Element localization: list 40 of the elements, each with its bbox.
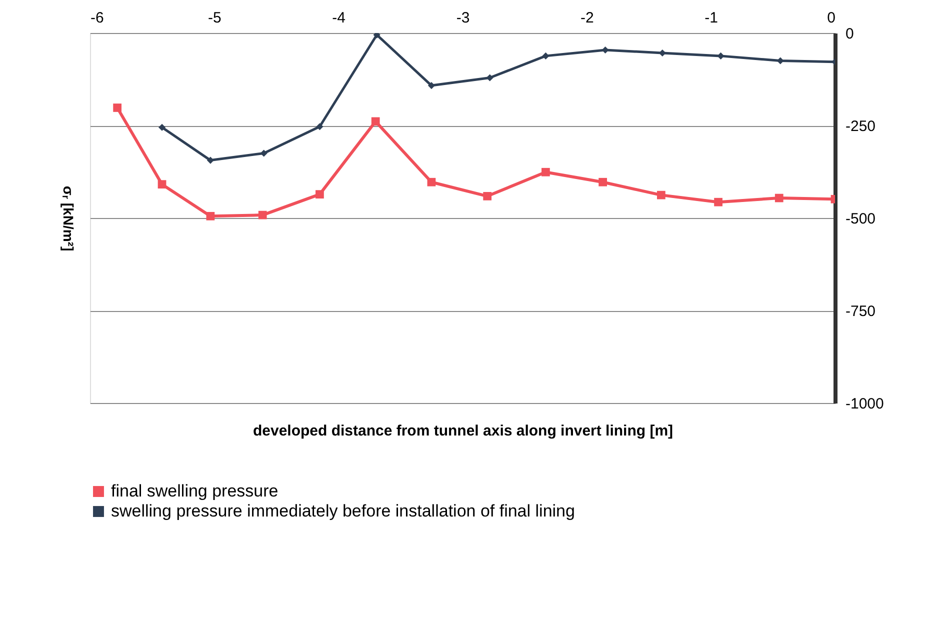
y-tick-label: -1000 [846,396,884,412]
point [428,82,435,90]
point [258,210,267,220]
x-tick-label: -4 [332,10,346,26]
x-tick-label: -5 [208,10,222,26]
point [486,74,494,82]
point [542,168,550,176]
point [158,124,166,131]
x-tick-label: -1 [704,10,718,26]
x-tick-label: -6 [90,10,104,26]
legend-label: swelling pressure immediately before installation of final lining [111,502,575,520]
x-axis-title: developed distance from tunnel axis along invert lining [m] [252,422,674,440]
point [113,104,122,112]
y-tick-label: -500 [846,210,876,228]
point [373,33,380,38]
point [542,52,550,60]
point [371,117,380,126]
point [656,190,666,200]
y-tick-label: 0 [846,26,854,42]
point [483,192,492,200]
x-tick-label: 0 [827,10,836,26]
point [427,178,436,186]
point [260,150,268,157]
point [602,46,609,54]
x-tick-label: -3 [456,10,470,26]
point [774,194,784,202]
point [316,190,324,199]
point [158,180,166,189]
y-tick-label: -250 [846,118,876,135]
point [316,123,324,130]
x-tick-label: -2 [580,10,594,26]
point [714,198,722,206]
legend-label: final swelling pressure [111,482,278,500]
point [206,212,215,220]
y-tick-label: -750 [846,303,876,320]
point [776,57,784,64]
point [717,52,724,60]
point [598,178,607,186]
y-axis-title: σᵣ [kN/m²] [60,186,76,252]
point [206,156,214,164]
